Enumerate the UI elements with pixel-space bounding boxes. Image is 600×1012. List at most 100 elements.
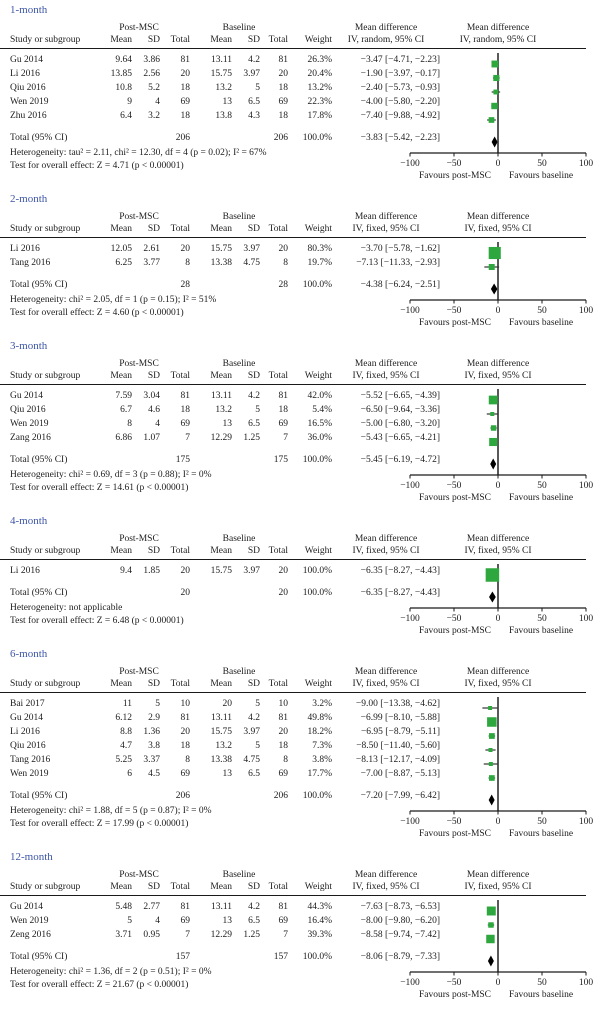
total-weight: 100.0% bbox=[302, 280, 332, 290]
base-mean-value: 13 bbox=[222, 97, 233, 107]
weight-value: 39.3% bbox=[307, 930, 332, 940]
panel-title: 2-month bbox=[10, 193, 48, 205]
ci-text: −8.13 [−12.17, −4.09] bbox=[355, 755, 440, 765]
post-mean-value: 4.7 bbox=[120, 741, 132, 751]
weight-value: 17.8% bbox=[307, 111, 332, 121]
total-label: Total (95% CI) bbox=[10, 952, 68, 962]
favours-right-label: Favours baseline bbox=[509, 626, 573, 636]
weight-value: 36.0% bbox=[307, 433, 332, 443]
spacer-cell bbox=[232, 789, 260, 803]
spacer-cell bbox=[132, 131, 160, 145]
plot-header: Mean difference IV, fixed, 95% CI bbox=[410, 211, 586, 235]
study-name: Wen 2019 bbox=[10, 97, 49, 107]
model-column-header: IV, fixed, 95% CI bbox=[352, 679, 420, 689]
base-mean-header: Mean bbox=[210, 679, 232, 689]
header-label-row: Study or subgroup Mean SD Total Mean SD Total W… bbox=[0, 34, 600, 46]
total-weight: 100.0% bbox=[302, 952, 332, 962]
weight-header: Weight bbox=[304, 882, 332, 892]
weight-header: Weight bbox=[304, 35, 332, 45]
weight-value: 17.7% bbox=[307, 769, 332, 779]
base-total-header: Total bbox=[268, 371, 288, 381]
total-post-total: 206 bbox=[175, 791, 190, 801]
weight-value: 16.4% bbox=[307, 916, 332, 926]
post-mean-header: Mean bbox=[110, 546, 132, 556]
post-total-value: 20 bbox=[180, 727, 191, 737]
base-mean-value: 15.75 bbox=[210, 727, 232, 737]
base-sd-value: 3.97 bbox=[243, 69, 260, 79]
weight-value: 100.0% bbox=[302, 566, 332, 576]
group-header-post-msc: Post-MSC bbox=[119, 870, 159, 880]
panel-title: 1-month bbox=[10, 4, 48, 16]
post-mean-value: 6.7 bbox=[120, 405, 132, 415]
post-total-header: Total bbox=[170, 882, 190, 892]
favours-right-label: Favours baseline bbox=[509, 829, 573, 839]
total-row: Total (95% CI) 157 157 100.0% −8.06 [−8.79, … bbox=[0, 950, 600, 964]
study-column-header: Study or subgroup bbox=[10, 882, 81, 892]
post-sd-value: 1.36 bbox=[143, 727, 160, 737]
weight-value: 80.3% bbox=[307, 244, 332, 254]
study-row: Tang 2016 5.25 3.37 8 13.38 4.75 8 3.8% −8.13 [−… bbox=[0, 753, 600, 767]
base-total-value: 20 bbox=[278, 69, 289, 79]
study-row: Wen 2019 6 4.5 69 13 6.5 69 17.7% −7.00 [−8.87, … bbox=[0, 767, 600, 781]
base-sd-header: SD bbox=[247, 546, 260, 556]
post-mean-header: Mean bbox=[110, 679, 132, 689]
ci-text: −8.00 [−9.80, −6.20] bbox=[360, 916, 440, 926]
post-sd-value: 3.8 bbox=[148, 741, 160, 751]
spacer-cell bbox=[232, 278, 260, 292]
panel-title: 12-month bbox=[10, 851, 53, 863]
base-total-header: Total bbox=[268, 679, 288, 689]
spacer-cell bbox=[132, 586, 160, 600]
header-label-row: Study or subgroup Mean SD Total Mean SD Total W… bbox=[0, 678, 600, 690]
header-divider bbox=[0, 559, 586, 560]
post-total-value: 69 bbox=[180, 916, 191, 926]
table-header: Post-MSC Baseline Mean difference Study or … bbox=[0, 533, 600, 557]
weight-value: 18.2% bbox=[307, 727, 332, 737]
plot-header-model-label: IV, fixed, 95% CI bbox=[464, 546, 532, 556]
group-header-baseline: Baseline bbox=[222, 870, 256, 880]
post-sd-value: 2.56 bbox=[143, 69, 160, 79]
base-mean-value: 20 bbox=[222, 699, 233, 709]
spacer-cell bbox=[190, 278, 232, 292]
weight-header: Weight bbox=[304, 546, 332, 556]
favours-right-label: Favours baseline bbox=[509, 493, 573, 503]
plot-header-model-label: IV, fixed, 95% CI bbox=[464, 679, 532, 689]
base-total-value: 18 bbox=[278, 83, 289, 93]
post-total-value: 81 bbox=[180, 391, 191, 401]
base-sd-header: SD bbox=[247, 679, 260, 689]
spacer-cell bbox=[232, 453, 260, 467]
table-header: Post-MSC Baseline Mean difference Study or … bbox=[0, 869, 600, 893]
forest-panel: 6-month Post-MSC Baseline Mean difference St… bbox=[0, 648, 600, 844]
base-total-value: 69 bbox=[278, 97, 289, 107]
panel-body: Gu 2014 5.48 2.77 81 13.11 4.2 81 44.3% −7.63 [−… bbox=[0, 900, 600, 1005]
group-header-baseline: Baseline bbox=[222, 534, 256, 544]
post-mean-value: 7.59 bbox=[115, 391, 132, 401]
base-sd-value: 4.2 bbox=[248, 902, 260, 912]
weight-header: Weight bbox=[304, 371, 332, 381]
study-row: Li 2016 9.4 1.85 20 15.75 3.97 20 100.0% −6.35 [… bbox=[0, 564, 600, 578]
study-name: Qiu 2016 bbox=[10, 405, 46, 415]
spacer-cell bbox=[10, 869, 88, 881]
post-mean-value: 3.71 bbox=[115, 930, 132, 940]
total-ci-text: −6.35 [−8.27, −4.43] bbox=[360, 588, 440, 598]
post-sd-value: 2.9 bbox=[148, 713, 160, 723]
ci-text: −4.00 [−5.80, −2.20] bbox=[360, 97, 440, 107]
study-row: Zhu 2016 6.4 3.2 18 13.8 4.3 18 17.8% −7.40 [−9.… bbox=[0, 109, 600, 123]
spacer-cell bbox=[190, 131, 232, 145]
post-mean-header: Mean bbox=[110, 35, 132, 45]
group-header-post-msc: Post-MSC bbox=[119, 667, 159, 677]
study-name: Tang 2016 bbox=[10, 755, 51, 765]
plot-header-effect-label: Mean difference bbox=[466, 359, 530, 369]
favours-right-label: Favours baseline bbox=[509, 318, 573, 328]
post-total-value: 81 bbox=[180, 713, 191, 723]
base-sd-value: 4.2 bbox=[248, 391, 260, 401]
spacer-cell bbox=[88, 453, 132, 467]
study-name: Bai 2017 bbox=[10, 699, 45, 709]
plot-header-effect-label: Mean difference bbox=[466, 23, 530, 33]
base-total-value: 7 bbox=[283, 930, 288, 940]
panel-body: Li 2016 12.05 2.61 20 15.75 3.97 20 80.3% −3.70 … bbox=[0, 242, 600, 333]
overall-effect-note: Test for overall effect: Z = 4.71 (p < 0… bbox=[10, 160, 184, 171]
spacer-cell bbox=[88, 586, 132, 600]
post-total-header: Total bbox=[170, 371, 190, 381]
post-sd-header: SD bbox=[147, 224, 160, 234]
